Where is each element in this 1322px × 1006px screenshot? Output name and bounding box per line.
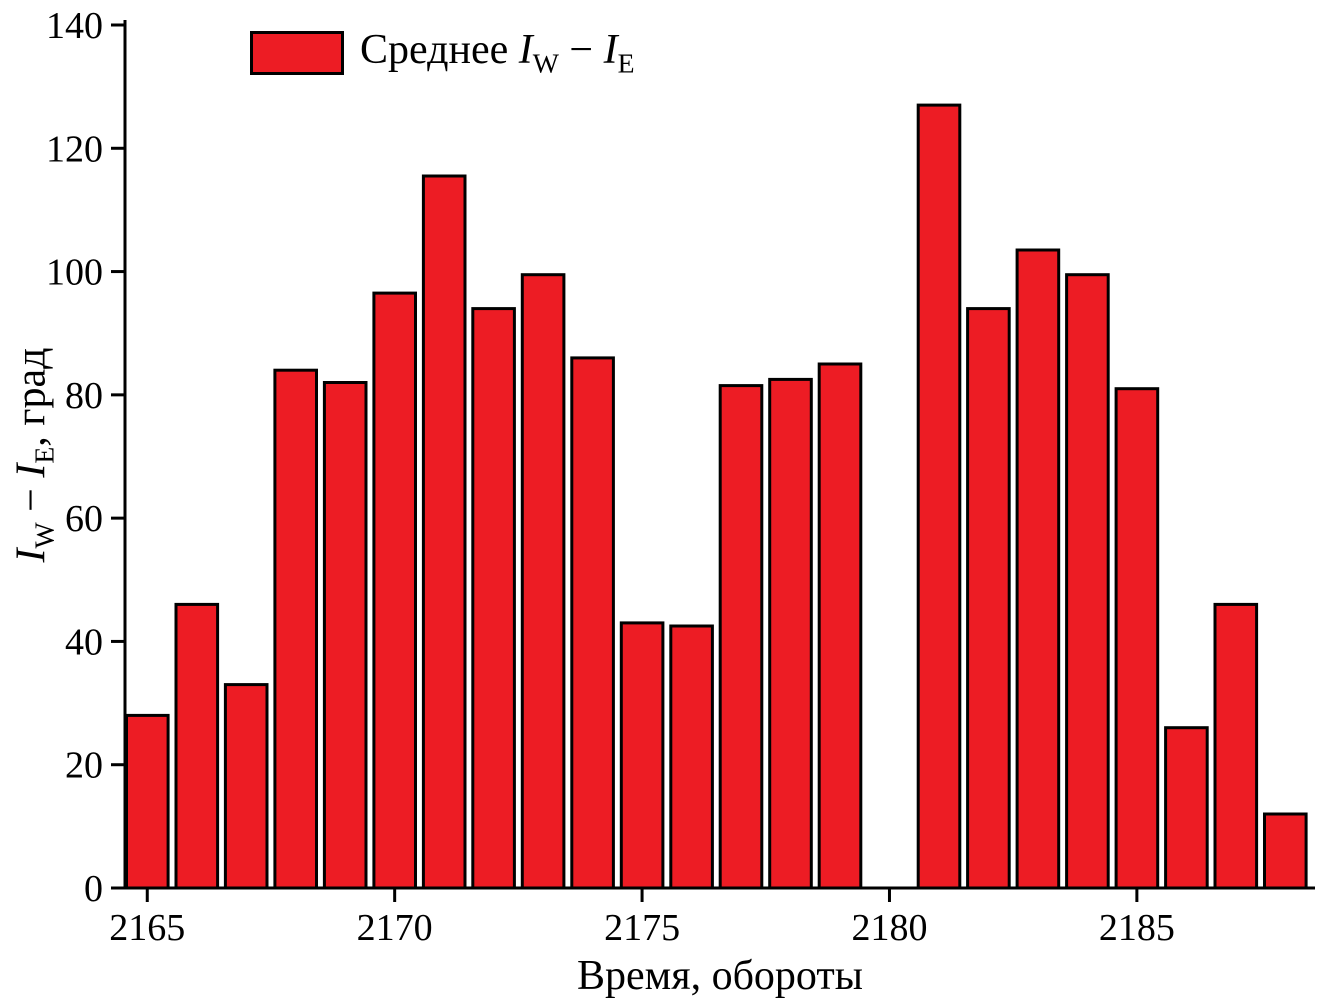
ylabel-sub1: W bbox=[28, 522, 60, 549]
legend-sub1: W bbox=[532, 47, 559, 79]
bar bbox=[273, 368, 318, 890]
y-tick-label: 80 bbox=[65, 375, 103, 417]
bar bbox=[1065, 273, 1110, 890]
legend-sub2: E bbox=[617, 47, 635, 79]
bar bbox=[966, 307, 1011, 890]
ylabel-operator: − bbox=[8, 477, 55, 523]
y-tick-label: 40 bbox=[65, 621, 103, 663]
bar bbox=[1213, 602, 1259, 890]
legend: Среднее IW − IE bbox=[250, 26, 635, 79]
bar bbox=[718, 384, 764, 890]
legend-prefix: Среднее bbox=[360, 27, 519, 73]
x-tick-label: 2180 bbox=[851, 907, 927, 949]
bar bbox=[223, 683, 269, 890]
bar bbox=[520, 273, 566, 890]
x-tick-label: 2185 bbox=[1099, 907, 1175, 949]
y-axis-title: IW − IE, град bbox=[7, 347, 60, 562]
ylabel-sub2: E bbox=[28, 446, 60, 464]
y-tick-label: 140 bbox=[46, 5, 103, 47]
ylabel-var2: I bbox=[8, 463, 55, 478]
legend-var1: I bbox=[518, 27, 533, 73]
legend-label: Среднее IW − IE bbox=[360, 26, 635, 79]
bar bbox=[125, 713, 170, 890]
bar bbox=[570, 356, 615, 890]
bar bbox=[669, 624, 714, 890]
ylabel-suffix: , град bbox=[8, 347, 55, 447]
legend-operator: − bbox=[558, 27, 604, 73]
bar bbox=[768, 377, 813, 890]
bar bbox=[322, 381, 368, 890]
x-axis-title: Время, обороты bbox=[577, 953, 863, 999]
bar bbox=[817, 362, 863, 890]
legend-swatch bbox=[250, 30, 344, 75]
y-tick-label: 20 bbox=[65, 745, 103, 787]
bar bbox=[1114, 387, 1160, 890]
bar bbox=[372, 291, 417, 890]
x-tick-label: 2170 bbox=[357, 907, 433, 949]
bar bbox=[916, 103, 962, 890]
legend-var2: I bbox=[603, 27, 618, 73]
bar bbox=[1164, 726, 1209, 890]
y-tick-label: 100 bbox=[46, 252, 103, 294]
y-tick-label: 120 bbox=[46, 128, 103, 170]
x-tick-label: 2175 bbox=[604, 907, 680, 949]
y-tick-label: 60 bbox=[65, 498, 103, 540]
bar bbox=[174, 602, 220, 890]
y-tick-label: 0 bbox=[84, 868, 103, 910]
bar bbox=[471, 307, 516, 890]
bar bbox=[619, 621, 665, 890]
x-tick-label: 2165 bbox=[109, 907, 185, 949]
ylabel-var1: I bbox=[8, 548, 55, 563]
bar bbox=[1015, 248, 1061, 890]
bar bbox=[421, 174, 467, 890]
bar bbox=[1263, 812, 1308, 890]
